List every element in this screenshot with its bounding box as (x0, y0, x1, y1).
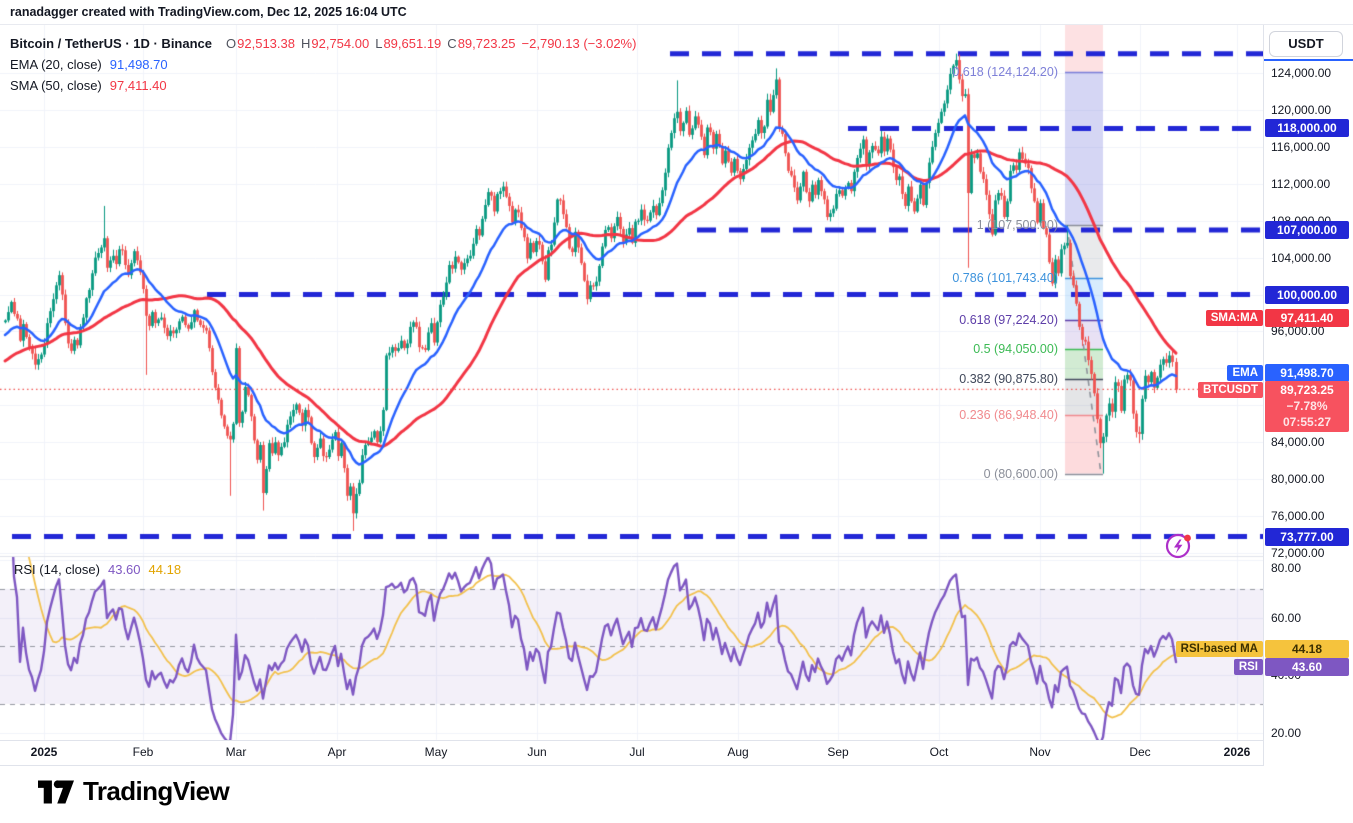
symbol-price-badge-line: 89,723.25 (1280, 383, 1334, 398)
rsi-axis-badge: 43.60 (1265, 657, 1349, 676)
time-label-dec[interactable]: Dec (1129, 745, 1151, 759)
price-tick: 96,000.00 (1271, 324, 1325, 339)
alert-lightning-icon[interactable] (1164, 531, 1194, 561)
rsi-tick: 20.00 (1271, 725, 1302, 740)
time-label-may[interactable]: May (424, 745, 448, 759)
time-label-sep[interactable]: Sep (827, 745, 849, 759)
price-axis-badge: 107,000.00 (1265, 220, 1349, 239)
open-key: O (226, 36, 237, 51)
time-label-feb[interactable]: Feb (132, 745, 154, 759)
time-scale[interactable]: 2025 Feb Mar Apr May Jun Jul Aug Sep Oct Nov Dec 202… (0, 740, 1353, 766)
time-label-mar[interactable]: Mar (225, 745, 247, 759)
change-value: −2,790.13 (−3.02%) (521, 36, 637, 51)
chart-canvas[interactable] (0, 25, 1263, 741)
sma-label: SMA (50, close) (10, 78, 102, 93)
symbol-price-badge-line: 07:55:27 (1282, 415, 1332, 430)
time-label-2026[interactable]: 2026 (1223, 745, 1251, 759)
price-axis-badge: 73,777.00 (1265, 527, 1349, 546)
price-axis-badge: 118,000.00 (1265, 119, 1349, 138)
price-tick: 124,000.00 (1271, 66, 1332, 80)
attribution-text: ranadagger created with TradingView.com,… (10, 5, 407, 19)
price-tick: 76,000.00 (1271, 509, 1325, 524)
rsi-ma-value: 44.18 (148, 562, 182, 577)
price-scale[interactable]: USDT 124,000.00 120,000.00 116,000.00 112,0… (1263, 25, 1353, 766)
symbol-row: Bitcoin / TetherUS · 1D · Binance O92,513… (10, 33, 636, 54)
symbol-price-badge-line: −7.78% (1286, 399, 1328, 414)
time-label-jul[interactable]: Jul (629, 745, 645, 759)
time-label-apr[interactable]: Apr (327, 745, 347, 759)
close-key: C (447, 36, 457, 51)
ema-value: 91,498.70 (109, 57, 168, 72)
rsi-axis-badge: 44.18 (1265, 640, 1349, 659)
currency-toggle-button[interactable]: USDT (1269, 31, 1343, 57)
low-value: 89,651.19 (383, 36, 442, 51)
sma-value: 97,411.40 (109, 78, 167, 93)
rsi-value: 43.60 (107, 562, 141, 577)
time-label-2025[interactable]: 2025 (30, 745, 58, 759)
symbol-price-badge: 89,723.25 −7.78% 07:55:27 (1265, 381, 1349, 433)
axis-accent-line (1264, 59, 1353, 61)
price-tick: 116,000.00 (1271, 139, 1331, 154)
time-label-aug[interactable]: Aug (727, 745, 749, 759)
high-value: 92,754.00 (311, 36, 370, 51)
ema-label: EMA (20, close) (10, 57, 102, 72)
rsi-label: RSI (14, close) (14, 562, 100, 577)
close-value: 89,723.25 (457, 36, 516, 51)
tradingview-logo[interactable]: TradingView (38, 776, 230, 807)
footer-bar: TradingView (0, 766, 1353, 823)
symbol-legend: Bitcoin / TetherUS · 1D · Binance O92,513… (10, 33, 636, 96)
price-tick: 104,000.00 (1271, 250, 1332, 265)
rsi-tick: 60.00 (1271, 610, 1302, 625)
low-key: L (375, 36, 383, 51)
time-label-jun[interactable]: Jun (527, 745, 547, 759)
price-axis-badge: 91,498.70 (1265, 364, 1349, 383)
open-value: 92,513.38 (237, 36, 295, 51)
price-tick: 72,000.00 (1271, 546, 1325, 561)
high-key: H (300, 36, 311, 51)
price-tick: 80,000.00 (1271, 472, 1325, 487)
rsi-tick: 80.00 (1271, 561, 1302, 575)
tradingview-logo-text: TradingView (83, 776, 230, 806)
tradingview-logo-mark (38, 779, 74, 803)
rsi-legend-row: RSI (14, close) 43.60 44.18 (14, 560, 181, 580)
attribution-bar: ranadagger created with TradingView.com,… (0, 0, 1353, 25)
time-label-nov[interactable]: Nov (1029, 745, 1051, 759)
price-tick: 120,000.00 (1271, 102, 1332, 117)
price-tick: 84,000.00 (1271, 435, 1325, 450)
symbol-title: Bitcoin / TetherUS · 1D · Binance (10, 36, 213, 51)
price-tick: 112,000.00 (1271, 176, 1331, 191)
ema-legend-row: EMA (20, close) 91,498.70 (10, 54, 636, 75)
price-axis-badge: 97,411.40 (1265, 309, 1349, 328)
time-label-oct[interactable]: Oct (929, 745, 949, 759)
price-axis-badge: 100,000.00 (1265, 285, 1349, 304)
sma-legend-row: SMA (50, close) 97,411.40 (10, 75, 636, 96)
